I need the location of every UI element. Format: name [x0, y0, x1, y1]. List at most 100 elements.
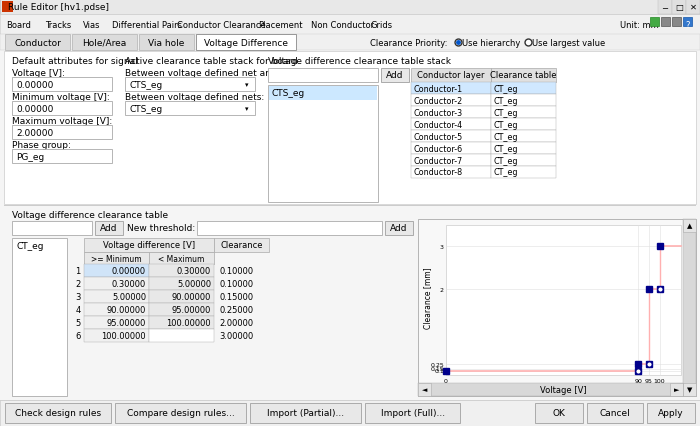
FancyBboxPatch shape — [491, 155, 556, 167]
Text: CT_eg: CT_eg — [494, 120, 519, 129]
Text: Voltage [V]: Voltage [V] — [540, 386, 587, 394]
Text: 0.1: 0.1 — [434, 368, 444, 373]
Text: Clearance table: Clearance table — [490, 71, 556, 81]
Text: Clearance: Clearance — [220, 241, 262, 250]
Text: Conductor layer: Conductor layer — [417, 71, 484, 81]
Text: 5.00000: 5.00000 — [112, 292, 146, 301]
Text: 3: 3 — [76, 292, 80, 301]
FancyBboxPatch shape — [381, 69, 409, 83]
Text: Conductor-2: Conductor-2 — [414, 96, 463, 105]
FancyBboxPatch shape — [491, 119, 556, 131]
FancyBboxPatch shape — [12, 102, 112, 116]
FancyBboxPatch shape — [197, 222, 382, 236]
FancyBboxPatch shape — [84, 290, 149, 303]
Text: 1: 1 — [76, 266, 80, 275]
Text: Conductor-5: Conductor-5 — [414, 132, 463, 141]
FancyBboxPatch shape — [269, 87, 377, 101]
Text: Board: Board — [6, 20, 31, 29]
FancyBboxPatch shape — [491, 107, 556, 119]
Text: 100.00000: 100.00000 — [167, 318, 211, 327]
FancyBboxPatch shape — [418, 219, 696, 396]
FancyBboxPatch shape — [13, 239, 66, 253]
FancyBboxPatch shape — [647, 403, 695, 423]
Text: 95.00000: 95.00000 — [172, 305, 211, 314]
Text: PG_eg: PG_eg — [16, 152, 44, 161]
Text: Conductor-1: Conductor-1 — [414, 84, 463, 93]
Text: 2: 2 — [76, 279, 80, 288]
Text: Voltage difference clearance table stack: Voltage difference clearance table stack — [268, 56, 451, 65]
FancyBboxPatch shape — [0, 0, 700, 15]
Text: Import (Partial)...: Import (Partial)... — [267, 409, 344, 417]
FancyBboxPatch shape — [268, 69, 378, 83]
Text: Conductor-4: Conductor-4 — [414, 120, 463, 129]
FancyBboxPatch shape — [418, 383, 431, 396]
Text: Hole/Area: Hole/Area — [83, 38, 127, 47]
Text: 6: 6 — [76, 331, 80, 340]
Text: ►: ► — [674, 386, 679, 393]
FancyBboxPatch shape — [5, 403, 111, 423]
FancyBboxPatch shape — [0, 400, 700, 401]
FancyBboxPatch shape — [84, 253, 149, 265]
FancyBboxPatch shape — [385, 222, 413, 236]
Text: 100: 100 — [654, 378, 666, 383]
Text: 0.25: 0.25 — [430, 362, 444, 367]
FancyBboxPatch shape — [0, 51, 700, 400]
Text: 90.00000: 90.00000 — [172, 292, 211, 301]
Text: Non Conductor: Non Conductor — [311, 20, 374, 29]
FancyBboxPatch shape — [84, 239, 214, 253]
Text: Grids: Grids — [371, 20, 393, 29]
FancyBboxPatch shape — [686, 0, 700, 15]
FancyBboxPatch shape — [84, 265, 149, 277]
FancyBboxPatch shape — [4, 52, 696, 204]
FancyBboxPatch shape — [12, 78, 112, 92]
Text: Cancel: Cancel — [600, 409, 631, 417]
FancyBboxPatch shape — [491, 131, 556, 143]
Text: Use largest value: Use largest value — [532, 38, 606, 47]
Text: 2: 2 — [440, 287, 444, 292]
Text: ✕: ✕ — [690, 3, 696, 12]
FancyBboxPatch shape — [658, 0, 672, 15]
Text: CT_eg: CT_eg — [494, 96, 519, 105]
FancyBboxPatch shape — [12, 126, 112, 140]
Text: Check design rules: Check design rules — [15, 409, 101, 417]
Text: Differential Pairs: Differential Pairs — [112, 20, 182, 29]
FancyBboxPatch shape — [683, 219, 696, 396]
Text: Conductor-6: Conductor-6 — [414, 144, 463, 153]
Text: Conductor-8: Conductor-8 — [414, 168, 463, 177]
FancyBboxPatch shape — [125, 102, 255, 116]
Text: 0.25000: 0.25000 — [219, 305, 253, 314]
FancyBboxPatch shape — [491, 167, 556, 178]
FancyBboxPatch shape — [149, 253, 214, 265]
FancyBboxPatch shape — [672, 0, 686, 15]
FancyBboxPatch shape — [84, 303, 149, 316]
Text: 3.00000: 3.00000 — [219, 331, 253, 340]
Text: 5.00000: 5.00000 — [177, 279, 211, 288]
Text: 95.00000: 95.00000 — [106, 318, 146, 327]
FancyBboxPatch shape — [139, 35, 194, 51]
Text: ▲: ▲ — [687, 223, 692, 229]
Text: ▾: ▾ — [245, 106, 248, 112]
Text: Minimum voltage [V]:: Minimum voltage [V]: — [12, 92, 110, 101]
Text: OK: OK — [552, 409, 566, 417]
Text: Between voltage defined nets:: Between voltage defined nets: — [125, 92, 265, 101]
FancyBboxPatch shape — [418, 383, 683, 396]
Text: CT_eg: CT_eg — [494, 168, 519, 177]
Text: ◄: ◄ — [422, 386, 427, 393]
FancyBboxPatch shape — [214, 239, 269, 253]
Text: Default attributes for signal: Default attributes for signal — [12, 56, 138, 65]
FancyBboxPatch shape — [491, 83, 556, 95]
Text: CTS_eg: CTS_eg — [129, 104, 162, 113]
Text: 3: 3 — [440, 245, 444, 249]
FancyBboxPatch shape — [95, 222, 123, 236]
FancyBboxPatch shape — [149, 329, 214, 342]
Text: 100.00000: 100.00000 — [102, 331, 146, 340]
Text: ?: ? — [686, 20, 690, 29]
FancyBboxPatch shape — [587, 403, 643, 423]
Text: CT_eg: CT_eg — [16, 242, 43, 251]
Text: Between voltage defined net and undefined:: Between voltage defined net and undefine… — [125, 68, 328, 77]
FancyBboxPatch shape — [149, 290, 214, 303]
FancyBboxPatch shape — [84, 329, 149, 342]
Text: Unit: mm: Unit: mm — [620, 20, 659, 29]
FancyBboxPatch shape — [149, 277, 214, 290]
Text: Active clearance table stack for board: Active clearance table stack for board — [125, 56, 298, 65]
